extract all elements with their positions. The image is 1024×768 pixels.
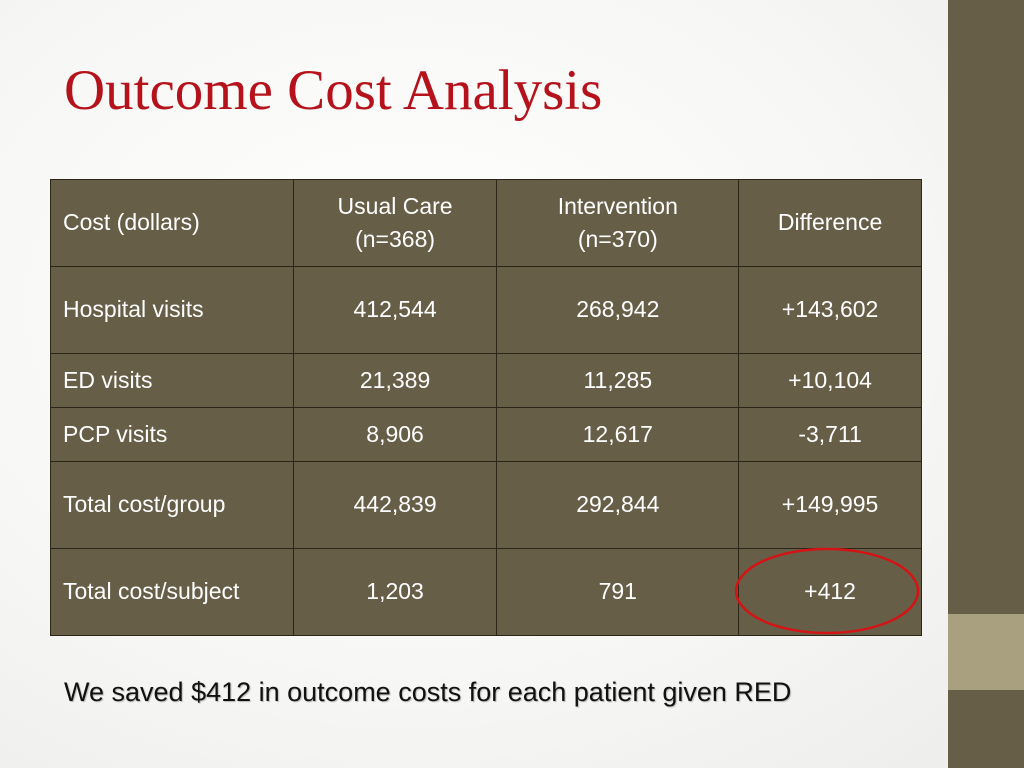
side-bar-accent [948,614,1024,690]
cost-table: Cost (dollars) Usual Care (n=368) Interv… [50,179,922,636]
row-label: ED visits [50,353,294,408]
table-row: Total cost/subject 1,203 791 +412 [50,548,922,636]
difference-value: -3,711 [738,407,922,462]
intervention-value: 12,617 [496,407,740,462]
header-usual-care-title: Usual Care [337,192,453,219]
header-intervention-count: (n=370) [577,226,658,252]
intervention-value: 292,844 [496,461,740,549]
difference-value: +149,995 [738,461,922,549]
summary-text: We saved $412 in outcome costs for each … [64,677,792,707]
table-header-row: Cost (dollars) Usual Care (n=368) Interv… [50,179,922,267]
header-intervention: Intervention (n=370) [496,179,740,267]
difference-value: +143,602 [738,266,922,354]
usual-care-value: 8,906 [292,407,498,462]
row-label: PCP visits [50,407,294,462]
table-row: Total cost/group 442,839 292,844 +149,99… [50,461,922,549]
row-label: Total cost/group [50,461,294,549]
row-label: Total cost/subject [50,548,294,636]
table-row: ED visits 21,389 11,285 +10,104 [50,353,922,408]
table-row: PCP visits 8,906 12,617 -3,711 [50,407,922,462]
usual-care-value: 412,544 [292,266,498,354]
usual-care-value: 1,203 [292,548,498,636]
intervention-value: 11,285 [496,353,740,408]
difference-value: +10,104 [738,353,922,408]
header-intervention-title: Intervention [557,192,678,219]
usual-care-value: 442,839 [292,461,498,549]
table-row: Hospital visits 412,544 268,942 +143,602 [50,266,922,354]
intervention-value: 268,942 [496,266,740,354]
header-usual-care-count: (n=368) [355,226,436,252]
header-usual-care: Usual Care (n=368) [292,179,498,267]
usual-care-value: 21,389 [292,353,498,408]
row-label: Hospital visits [50,266,294,354]
difference-value: +412 [738,548,922,636]
header-difference: Difference [738,179,922,267]
slide-title: Outcome Cost Analysis [64,59,603,122]
header-cost-dollars: Cost (dollars) [50,179,294,267]
intervention-value: 791 [496,548,740,636]
